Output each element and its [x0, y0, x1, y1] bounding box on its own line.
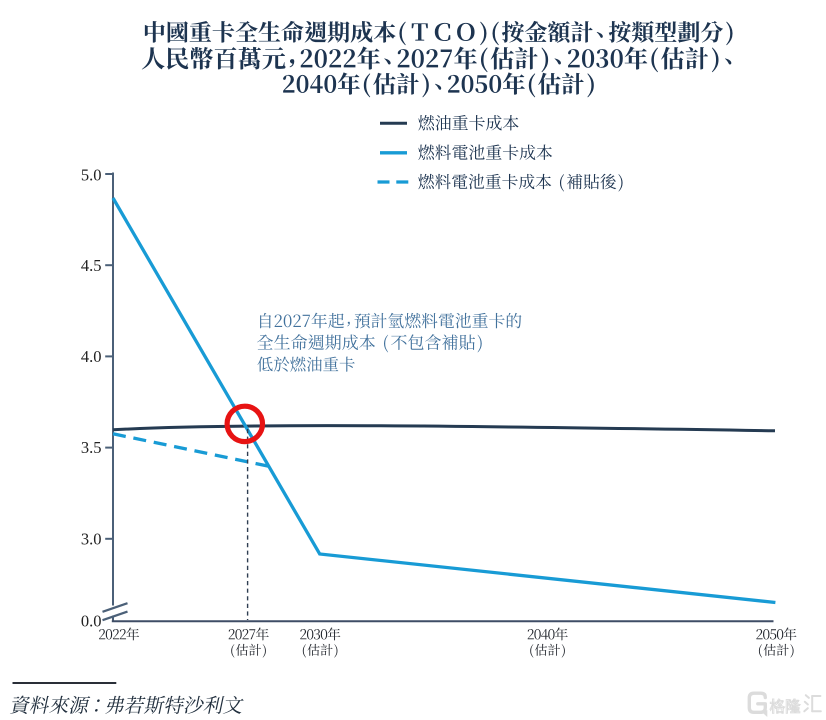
svg-text:4.0: 4.0	[81, 347, 102, 366]
svg-text:3.0: 3.0	[81, 529, 102, 548]
svg-text:4.5: 4.5	[81, 256, 102, 275]
svg-text:0.0: 0.0	[81, 612, 102, 631]
svg-text:5.0: 5.0	[81, 165, 102, 184]
svg-text:3.5: 3.5	[81, 438, 102, 457]
